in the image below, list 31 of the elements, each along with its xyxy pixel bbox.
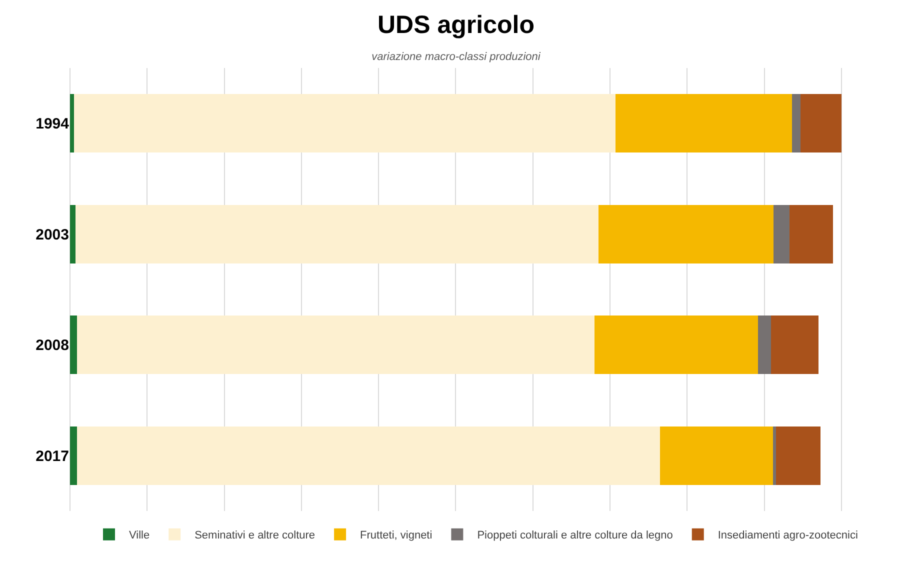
- legend-label: Frutteti, vigneti: [360, 530, 432, 542]
- legend-label: Ville: [129, 530, 150, 542]
- chart-subtitle: variazione macro-classi produzioni: [372, 51, 541, 64]
- bar: [75, 204, 598, 264]
- bar: [792, 94, 801, 153]
- legend-label: Seminativi e altre colture: [194, 530, 316, 542]
- bar: [776, 426, 821, 485]
- bar: [76, 316, 595, 374]
- bar: [800, 94, 842, 153]
- legend-label: Insediamenti agro-zootecnici: [718, 530, 858, 542]
- legend-label: Pioppeti colturali e altre colture da legno: [477, 530, 673, 542]
- bar: [772, 426, 776, 485]
- bar: [790, 204, 833, 264]
- y-tick-label: 1994: [36, 116, 70, 133]
- y-tick-label: 2008: [36, 337, 69, 354]
- chart-title: UDS agricolo: [378, 10, 534, 39]
- bar: [70, 94, 74, 153]
- bar: [758, 316, 772, 374]
- bar: [598, 204, 774, 264]
- bar: [660, 426, 773, 485]
- bar: [615, 94, 792, 153]
- bar: [74, 94, 616, 153]
- bar: [594, 316, 758, 374]
- bar: [70, 316, 77, 374]
- y-tick-label: 2017: [36, 448, 69, 465]
- bar: [76, 426, 660, 485]
- bar: [70, 204, 76, 264]
- bar: [70, 426, 77, 485]
- bar: [771, 316, 818, 374]
- bar: [774, 204, 790, 264]
- y-tick-label: 2003: [36, 226, 69, 244]
